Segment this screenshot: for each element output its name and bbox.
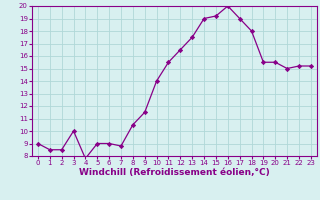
X-axis label: Windchill (Refroidissement éolien,°C): Windchill (Refroidissement éolien,°C): [79, 168, 270, 177]
